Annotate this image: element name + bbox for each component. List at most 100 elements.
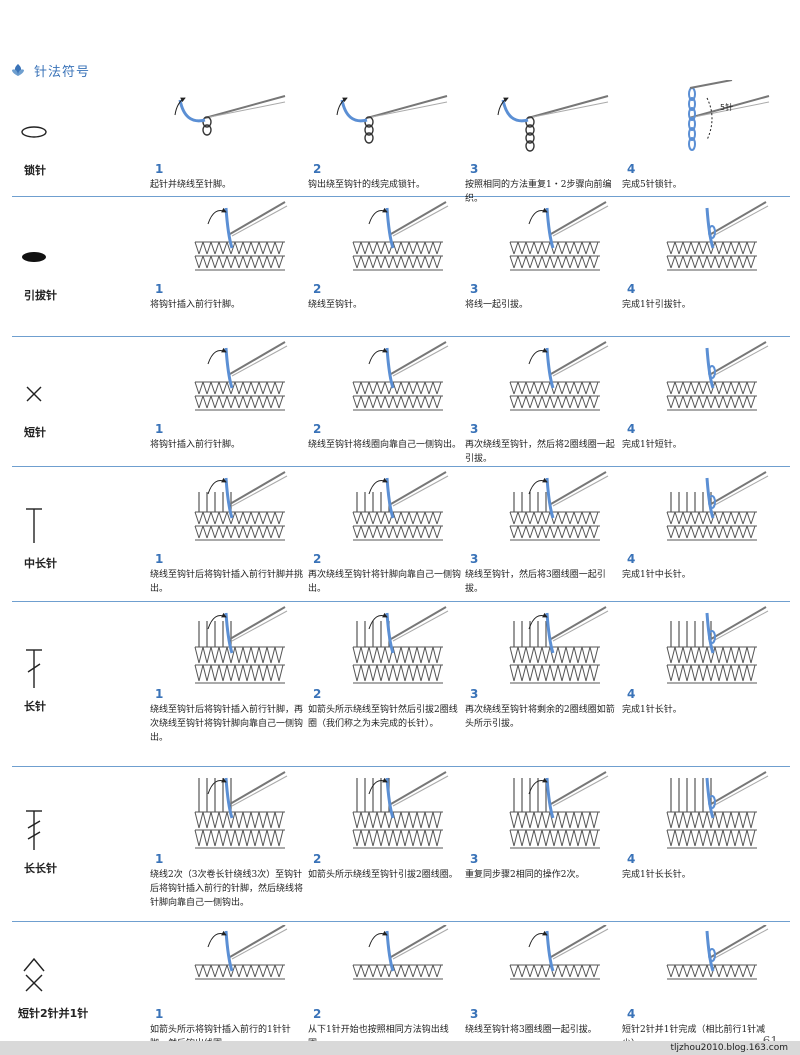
- step-caption: 起针并绕线至针脚。: [150, 180, 232, 190]
- step-caption: 钩出绕至钩针的线完成锁针。: [308, 180, 426, 190]
- step-number: 3: [470, 687, 479, 701]
- stitch-symbol: 长针: [0, 605, 110, 768]
- step-illustration: [352, 341, 449, 411]
- step-caption: 绕线2次（3次卷长针绕线3次）至钩针后将钩针插入前行的针脚，然后绕线将针脚向靠自…: [150, 870, 304, 908]
- step-illustration: [352, 925, 449, 980]
- step-caption: 绕线至钩针将3圈线圈一起引拔。: [465, 1025, 597, 1035]
- stitch-symbol: 引拔针: [0, 200, 110, 338]
- step-caption: 再次绕线至钩针将剩余的2圈线圈如箭头所示引拔。: [465, 705, 615, 729]
- step-4: 4 完成1针长针。: [622, 605, 780, 768]
- step-3: 3 再次绕线至钩针将剩余的2圈线圈如箭头所示引拔。: [465, 605, 623, 768]
- stitch-symbol: 短针: [0, 340, 110, 468]
- step-illustration: [497, 95, 609, 152]
- stitch-name: 锁针: [24, 164, 46, 177]
- half-double-symbol-icon: [26, 508, 42, 543]
- single-crochet-symbol-icon: [26, 386, 42, 402]
- stitch-row-slip: 引拔针 1 将钩针插入前行针脚。 2 绕线至钩针。 3 将线一起引拔。 4 完成1针引拔针。: [0, 200, 800, 338]
- step-3: 3 再次绕线至钩针，然后将2圈线圈一起引拔。: [465, 340, 623, 468]
- step-caption: 完成5针锁针。: [622, 180, 682, 190]
- step-illustration: [509, 606, 609, 684]
- step-2: 2 绕线至钩针将线圈向靠自己一侧钩出。: [308, 340, 466, 468]
- step-2: 2 如箭头所示绕线至钩针然后引拔2圈线圈（我们称之为未完成的长针）。: [308, 605, 466, 768]
- step-3: 3 按照相同的方法重复1・2步骤向前编织。: [465, 80, 623, 204]
- step-caption: 绕线至钩针将线圈向靠自己一侧钩出。: [308, 440, 462, 450]
- step-caption: 按照相同的方法重复1・2步骤向前编织。: [465, 180, 612, 204]
- step-2: 2 钩出绕至钩针的线完成锁针。: [308, 80, 466, 198]
- step-number: 1: [155, 162, 164, 176]
- stitch-row-single: 短针 1 将钩针插入前行针脚。 2 绕线至钩针将线圈向靠自己一侧钩出。 3 再次绕线至钩针，…: [0, 340, 800, 468]
- step-1: 1 起针并绕线至针脚。: [150, 80, 308, 198]
- step-caption: 再次绕线至钩针，然后将2圈线圈一起引拔。: [465, 440, 615, 464]
- step-number: 1: [155, 1007, 164, 1021]
- step-caption: 将钩针插入前行针脚。: [150, 300, 241, 310]
- step-1: 1 将钩针插入前行针脚。: [150, 340, 308, 468]
- step-number: 3: [470, 282, 479, 296]
- step-illustration: [509, 341, 609, 411]
- step-number: 4: [627, 162, 636, 176]
- step-4: 5针 4 完成5针锁针。: [622, 80, 780, 198]
- step-number: 2: [313, 422, 322, 436]
- step-1: 1 绕线至钩针后将钩针插入前行针脚，再次绕线至钩针将钩针脚向靠自己一侧钩出。: [150, 605, 308, 768]
- step-illustration: [509, 771, 609, 849]
- step-1: 1 将钩针插入前行针脚。: [150, 200, 308, 338]
- step-number: 3: [470, 552, 479, 566]
- step-number: 1: [155, 552, 164, 566]
- stitch-name: 短针: [24, 426, 46, 439]
- stitch-symbol: 中长针: [0, 470, 110, 603]
- stitch-name: 短针2针并1针: [18, 1007, 89, 1020]
- step-caption: 完成1针短针。: [622, 440, 682, 450]
- step-caption: 再次绕线至钩针将针脚向靠自己一侧钩出。: [308, 570, 462, 594]
- step-illustration: [194, 341, 288, 411]
- step-4: 4 完成1针长长针。: [622, 770, 780, 923]
- step-2: 2 再次绕线至钩针将针脚向靠自己一侧钩出。: [308, 470, 466, 603]
- row-divider: [12, 196, 790, 197]
- stitch-name: 引拔针: [24, 289, 57, 302]
- yarn-ball-icon: [12, 64, 24, 76]
- step-number: 2: [313, 852, 322, 866]
- step-caption: 完成1针引拔针。: [622, 300, 691, 310]
- step-caption: 重复同步骤2相同的操作2次。: [465, 870, 585, 880]
- step-caption: 绕线至钩针后将钩针插入前行针脚，再次绕线至钩针将钩针脚向靠自己一侧钩出。: [150, 705, 304, 743]
- step-number: 1: [155, 687, 164, 701]
- step-number: 3: [470, 422, 479, 436]
- step-illustration: [666, 606, 769, 684]
- step-illustration: [174, 95, 286, 136]
- step-number: 2: [313, 1007, 322, 1021]
- step-number: 2: [313, 687, 322, 701]
- stitch-symbol: 短针2针并1针: [0, 925, 110, 1035]
- step-illustration: [352, 471, 449, 541]
- step-number: 2: [313, 552, 322, 566]
- step-illustration: [194, 471, 288, 541]
- step-number: 3: [470, 1007, 479, 1021]
- step-caption: 如箭头所示绕线至钩针然后引拔2圈线圈（我们称之为未完成的长针）。: [308, 705, 458, 729]
- step-illustration: [194, 201, 288, 271]
- step-3: 3 绕线至钩针，然后将3圈线圈一起引拔。: [465, 470, 623, 603]
- step-2: 2从下1针开始也按照相同方法钩出线圈。: [308, 925, 466, 1049]
- step-1: 1 绕线至钩针后将钩针插入前行针脚并挑出。: [150, 470, 308, 603]
- step-illustration: [194, 771, 288, 849]
- row-divider: [12, 466, 790, 467]
- slip-stitch-symbol-icon: [22, 252, 46, 262]
- step-number: 4: [627, 852, 636, 866]
- step-illustration: [509, 471, 609, 541]
- section-header: 针法符号: [10, 58, 90, 82]
- treble-crochet-symbol-icon: [26, 810, 42, 850]
- row-divider: [12, 601, 790, 602]
- step-number: 2: [313, 282, 322, 296]
- step-3: 3 重复同步骤2相同的操作2次。: [465, 770, 623, 923]
- step-illustration: [666, 471, 769, 541]
- stitch-name: 长针: [24, 700, 46, 713]
- svg-text:5针: 5针: [720, 102, 733, 112]
- row-divider: [12, 921, 790, 922]
- step-caption: 将线一起引拔。: [465, 300, 529, 310]
- step-number: 4: [627, 422, 636, 436]
- chain-symbol-icon: [21, 126, 47, 138]
- step-1: 1 绕线2次（3次卷长针绕线3次）至钩针后将钩针插入前行的针脚，然后绕线将针脚向靠…: [150, 770, 308, 923]
- step-illustration: [352, 606, 449, 684]
- step-number: 1: [155, 282, 164, 296]
- step-illustration: [509, 925, 609, 980]
- step-4: 4 完成1针引拔针。: [622, 200, 780, 338]
- step-illustration: [666, 201, 769, 271]
- step-3: 3 绕线至钩针将3圈线圈一起引拔。: [465, 925, 623, 1035]
